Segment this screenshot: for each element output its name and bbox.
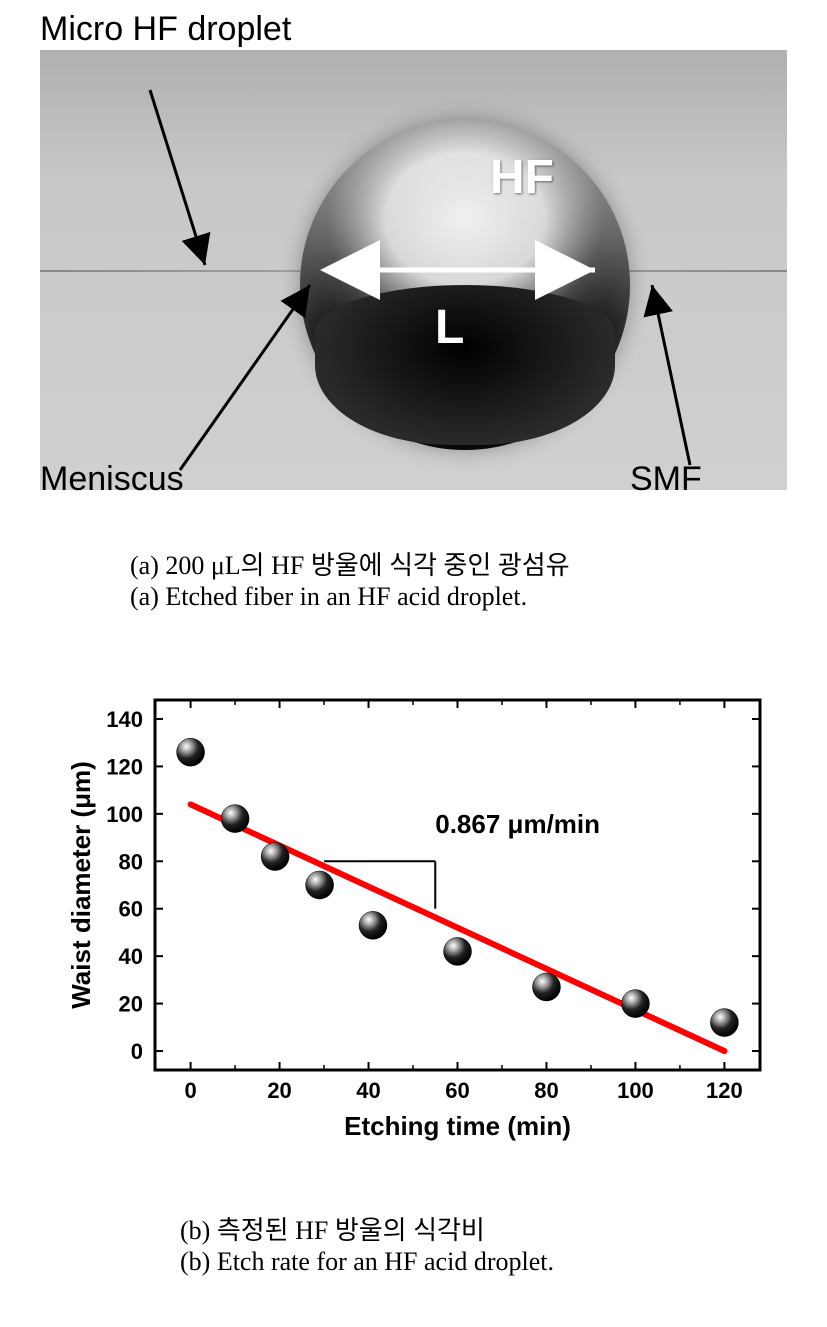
- chart-svg: 0 20 40 60 80 100 120 0 20 40 60 80 100 120 140 Etching…: [60, 680, 787, 1160]
- svg-text:20: 20: [119, 992, 143, 1017]
- label-hf: HF: [490, 150, 554, 205]
- chart-group: 0 20 40 60 80 100 120 0 20 40 60 80 100 120 140 Etching…: [66, 700, 760, 1141]
- svg-text:120: 120: [106, 754, 143, 779]
- svg-text:80: 80: [534, 1078, 558, 1103]
- svg-text:40: 40: [356, 1078, 380, 1103]
- overlay-arrows: [40, 50, 787, 490]
- caption-a-en: (a) Etched fiber in an HF acid droplet.: [130, 582, 527, 612]
- label-smf: SMF: [630, 460, 702, 499]
- label-micro-hf: Micro HF droplet: [40, 10, 291, 49]
- svg-text:60: 60: [445, 1078, 469, 1103]
- label-l: L: [435, 300, 464, 355]
- panel-a-figure: HF L Micro HF droplet Meniscus SMF: [40, 10, 787, 500]
- svg-text:60: 60: [119, 897, 143, 922]
- caption-b-en: (b) Etch rate for an HF acid droplet.: [180, 1247, 554, 1277]
- arrow-smf: [652, 285, 690, 465]
- svg-text:40: 40: [119, 944, 143, 969]
- svg-text:120: 120: [706, 1078, 743, 1103]
- arrow-meniscus: [180, 285, 310, 470]
- photo-background: HF L: [40, 50, 787, 490]
- label-meniscus: Meniscus: [40, 460, 184, 499]
- svg-text:Etching time (min): Etching time (min): [344, 1111, 571, 1141]
- svg-text:80: 80: [119, 849, 143, 874]
- svg-text:100: 100: [617, 1078, 654, 1103]
- svg-text:Waist diameter (μm): Waist diameter (μm): [66, 761, 96, 1009]
- svg-text:20: 20: [267, 1078, 291, 1103]
- svg-text:0: 0: [131, 1039, 143, 1064]
- svg-text:0.867 μm/min: 0.867 μm/min: [435, 809, 600, 839]
- arrow-micro-hf: [150, 90, 205, 265]
- svg-text:0: 0: [184, 1078, 196, 1103]
- caption-a-ko: (a) 200 μL의 HF 방울에 식각 중인 광섬유: [130, 545, 570, 582]
- svg-text:140: 140: [106, 707, 143, 732]
- panel-b-chart: 0 20 40 60 80 100 120 0 20 40 60 80 100 120 140 Etching…: [60, 680, 787, 1160]
- svg-text:100: 100: [106, 802, 143, 827]
- caption-b-ko: (b) 측정된 HF 방울의 식각비: [180, 1210, 485, 1247]
